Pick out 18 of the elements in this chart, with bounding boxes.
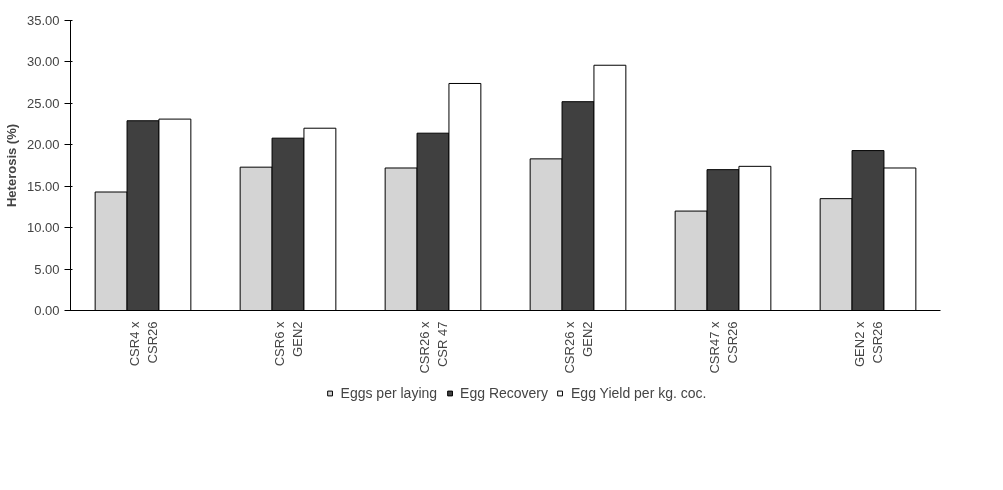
x-tick-label: CSR4 x CSR26 [126,321,160,367]
y-tick-label: 0.00 [34,303,60,318]
x-tick-label: GEN2 x CSR26 [851,321,885,368]
y-tick-label: 25.00 [26,95,60,111]
y-tick-label: 20.00 [26,137,60,153]
x-tick-label: CSR26 x CSR 47 [416,321,450,374]
x-tick-label: CSR47 x CSR26 [706,321,740,374]
y-tick-label: 30.00 [26,54,60,70]
y-axis-title: Heterosis (%) [3,123,19,208]
x-tick-label: CSR6 x GEN2 [271,321,305,367]
y-tick-label: 5.00 [34,261,60,277]
y-tick-label: 15.00 [26,178,60,194]
legend-label: Egg Yield per kg. coc. [571,385,707,401]
y-tick-label: 10.00 [26,220,60,236]
legend-label: Eggs per laying [340,385,438,401]
legend-label: Egg Recovery [460,385,549,401]
x-tick-label: CSR26 x GEN2 [561,321,595,374]
y-tick-label: 35.00 [26,13,60,28]
